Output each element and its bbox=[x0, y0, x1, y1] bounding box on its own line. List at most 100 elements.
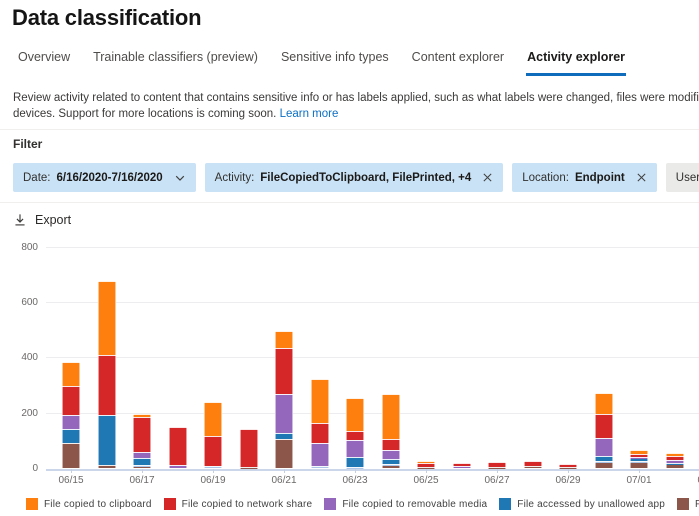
bar-segment-file-copied-to-clipboard-06-16[interactable] bbox=[98, 281, 116, 355]
bar-segment-file-accessed-by-unallowed-app-07-01[interactable] bbox=[630, 458, 648, 461]
bar-segment-file-copied-to-network-share-06-23[interactable] bbox=[346, 431, 364, 440]
bar-segment-file-copied-to-network-share-06-24[interactable] bbox=[382, 439, 400, 450]
bar-segment-file-printed-06-28[interactable] bbox=[524, 466, 542, 468]
filter-pill-date[interactable]: Date: 6/16/2020-7/16/2020 bbox=[13, 163, 196, 192]
bar-segment-file-copied-to-removable-media-06-24[interactable] bbox=[382, 450, 400, 459]
legend-swatch-icon bbox=[163, 498, 176, 510]
y-tick-label: 200 bbox=[21, 408, 38, 419]
bar-segment-file-copied-to-clipboard-06-19[interactable] bbox=[204, 402, 222, 436]
tab-activity-explorer[interactable]: Activity explorer bbox=[526, 46, 627, 76]
bar-segment-unlabeled-06-22[interactable] bbox=[311, 466, 329, 468]
bar-segment-file-accessed-by-unallowed-app-06-16[interactable] bbox=[98, 415, 116, 465]
bar-segment-file-printed-06-27[interactable] bbox=[488, 467, 506, 469]
bar-segment-file-copied-to-clipboard-06-30[interactable] bbox=[595, 393, 613, 414]
remove-filter-icon[interactable] bbox=[482, 172, 493, 183]
bar-segment-file-copied-to-network-share-06-21[interactable] bbox=[275, 348, 293, 394]
bar-segment-file-copied-to-removable-media-06-30[interactable] bbox=[595, 438, 613, 456]
tab-bar: Overview Trainable classifiers (preview) S… bbox=[17, 46, 627, 76]
bar-segment-file-printed-06-21[interactable] bbox=[275, 439, 293, 468]
filter-pill-activity[interactable]: Activity: FileCopiedToClipboard, FilePrin… bbox=[204, 163, 504, 192]
bar-segment-file-copied-to-clipboard-06-17[interactable] bbox=[133, 414, 151, 417]
bar-segment-file-copied-to-network-share-06-22[interactable] bbox=[311, 423, 329, 443]
bar-segment-file-copied-to-network-share-06-17[interactable] bbox=[133, 417, 151, 452]
bar-segment-file-copied-to-removable-media-06-15[interactable] bbox=[62, 415, 80, 429]
bar-segment-file-copied-to-network-share-06-25[interactable] bbox=[417, 463, 435, 467]
bar-segment-file-printed-06-15[interactable] bbox=[62, 443, 80, 468]
tab-trainable-classifiers-preview[interactable]: Trainable classifiers (preview) bbox=[93, 50, 258, 64]
bar-segment-file-accessed-by-unallowed-app-06-21[interactable] bbox=[275, 433, 293, 439]
bar-segment-file-copied-to-clipboard-06-25[interactable] bbox=[417, 461, 435, 463]
bar-segment-file-accessed-by-unallowed-app-06-17[interactable] bbox=[133, 458, 151, 465]
bar-segment-unlabeled-06-23[interactable] bbox=[346, 467, 364, 469]
bar-segment-file-copied-to-clipboard-06-24[interactable] bbox=[382, 394, 400, 439]
bar-segment-file-copied-to-network-share-07-02[interactable] bbox=[666, 456, 684, 460]
bar-segment-file-copied-to-network-share-06-15[interactable] bbox=[62, 386, 80, 415]
bar-segment-file-copied-to-clipboard-06-22[interactable] bbox=[311, 379, 329, 423]
description-line2-text: devices. Support for more locations is c… bbox=[13, 108, 277, 120]
bar-segment-file-copied-to-removable-media-06-17[interactable] bbox=[133, 452, 151, 458]
bar-segment-file-printed-06-20[interactable] bbox=[240, 467, 258, 469]
bar-segment-file-copied-to-network-share-06-18[interactable] bbox=[169, 427, 187, 465]
page-title: Data classification bbox=[12, 5, 202, 30]
bar-segment-file-copied-to-network-share-06-27[interactable] bbox=[488, 462, 506, 467]
bar-segment-file-copied-to-network-share-06-19[interactable] bbox=[204, 436, 222, 466]
bar-segment-file-copied-to-network-share-06-28[interactable] bbox=[524, 461, 542, 466]
legend-item-file-printed: File printed bbox=[677, 498, 699, 510]
bar-segment-file-copied-to-clipboard-06-15[interactable] bbox=[62, 362, 80, 386]
bar-segment-file-printed-06-17[interactable] bbox=[133, 466, 151, 468]
bar-segment-file-printed-06-16[interactable] bbox=[98, 465, 116, 468]
bar-segment-file-copied-to-removable-media-07-02[interactable] bbox=[666, 460, 684, 463]
bar-segment-file-copied-to-network-share-06-29[interactable] bbox=[559, 464, 577, 467]
description-line2: devices. Support for more locations is c… bbox=[13, 106, 699, 122]
bar-segment-file-copied-to-clipboard-06-23[interactable] bbox=[346, 398, 364, 431]
remove-filter-icon[interactable] bbox=[636, 172, 647, 183]
bar-segment-file-copied-to-removable-media-06-18[interactable] bbox=[169, 465, 187, 468]
bar-segment-file-copied-to-clipboard-07-01[interactable] bbox=[630, 450, 648, 454]
bar-segment-file-copied-to-clipboard-06-21[interactable] bbox=[275, 331, 293, 348]
x-tick-label: 06/27 bbox=[484, 475, 510, 486]
chevron-down-icon[interactable] bbox=[174, 172, 186, 184]
bar-segment-file-accessed-by-unallowed-app-06-30[interactable] bbox=[595, 456, 613, 461]
gridline-y200 bbox=[46, 413, 699, 414]
learn-more-link[interactable]: Learn more bbox=[279, 108, 339, 120]
bar-segment-file-copied-to-removable-media-06-21[interactable] bbox=[275, 394, 293, 433]
filter-pill-location[interactable]: Location: Endpoint bbox=[512, 163, 657, 192]
bar-segment-file-accessed-by-unallowed-app-06-23[interactable] bbox=[346, 457, 364, 467]
bar-segment-file-printed-06-30[interactable] bbox=[595, 462, 613, 468]
bar-segment-unlabeled-07-01[interactable] bbox=[630, 461, 648, 463]
bar-segment-file-copied-to-removable-media-06-22[interactable] bbox=[311, 443, 329, 466]
filter-pill-user[interactable]: User:Any bbox=[665, 163, 699, 192]
bar-segment-file-copied-to-removable-media-07-01[interactable] bbox=[630, 457, 648, 459]
bar-segment-file-copied-to-removable-media-06-23[interactable] bbox=[346, 440, 364, 457]
tab-sensitive-info-types[interactable]: Sensitive info types bbox=[280, 50, 389, 64]
x-tick-label: 06/21 bbox=[271, 475, 297, 486]
bar-segment-file-copied-to-network-share-06-26[interactable] bbox=[453, 463, 471, 466]
description: Review activity related to content that … bbox=[13, 90, 699, 122]
bar-segment-file-accessed-by-unallowed-app-07-02[interactable] bbox=[666, 463, 684, 465]
bar-segment-file-accessed-by-unallowed-app-06-15[interactable] bbox=[62, 429, 80, 443]
y-tick-label: 600 bbox=[21, 297, 38, 308]
export-label: Export bbox=[35, 213, 72, 227]
bar-segment-file-printed-06-25[interactable] bbox=[417, 467, 435, 469]
bar-segment-file-accessed-by-unallowed-app-06-24[interactable] bbox=[382, 459, 400, 464]
export-button[interactable]: Export bbox=[13, 213, 71, 227]
gridline-y400 bbox=[46, 357, 699, 358]
bar-segment-file-copied-to-network-share-07-01[interactable] bbox=[630, 454, 648, 457]
bar-segment-file-printed-07-02[interactable] bbox=[666, 464, 684, 468]
bar-segment-file-copied-to-clipboard-07-02[interactable] bbox=[666, 453, 684, 456]
bar-segment-file-copied-to-network-share-06-16[interactable] bbox=[98, 355, 116, 415]
tab-overview[interactable]: Overview bbox=[18, 50, 71, 64]
bar-segment-unlabeled-06-17[interactable] bbox=[133, 465, 151, 467]
bar-segment-file-copied-to-network-share-06-20[interactable] bbox=[240, 429, 258, 467]
bar-segment-file-printed-07-01[interactable] bbox=[630, 462, 648, 468]
bar-segment-unlabeled-06-19[interactable] bbox=[204, 466, 222, 468]
bar-segment-file-copied-to-removable-media-06-26[interactable] bbox=[453, 466, 471, 468]
legend-label: File printed bbox=[695, 498, 699, 510]
tab-content-explorer[interactable]: Content explorer bbox=[411, 50, 505, 64]
bar-segment-unlabeled-06-30[interactable] bbox=[595, 461, 613, 463]
bar-segment-file-printed-06-29[interactable] bbox=[559, 467, 577, 469]
x-tick-mark bbox=[71, 469, 72, 473]
bar-segment-file-copied-to-network-share-06-30[interactable] bbox=[595, 414, 613, 438]
bar-segment-file-printed-06-24[interactable] bbox=[382, 465, 400, 468]
bar-segment-unlabeled-06-24[interactable] bbox=[382, 464, 400, 466]
